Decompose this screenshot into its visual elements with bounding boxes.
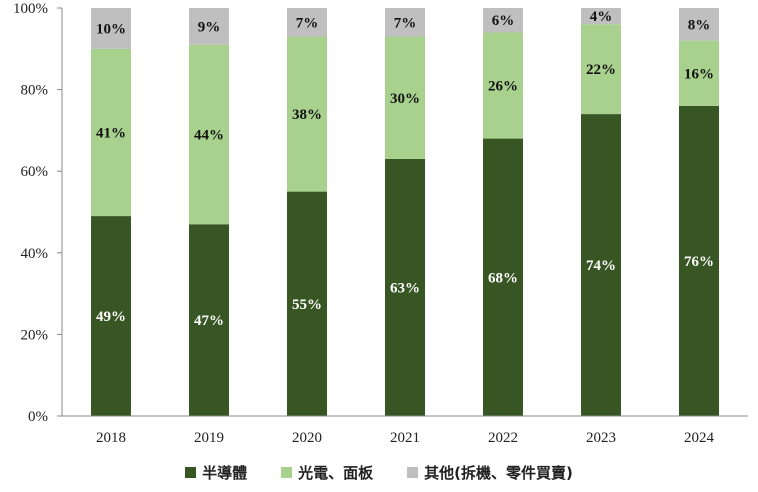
data-label: 49% bbox=[96, 309, 126, 325]
data-label: 76% bbox=[684, 254, 714, 270]
legend: 半導體 光電、面板 其他(拆機、零件買賣) bbox=[0, 462, 758, 483]
data-label: 10% bbox=[96, 21, 126, 37]
data-label: 41% bbox=[96, 125, 126, 141]
data-label: 30% bbox=[390, 91, 420, 107]
y-tick-label: 40% bbox=[21, 246, 49, 262]
legend-swatch-optoelectronics bbox=[281, 467, 293, 478]
data-label: 38% bbox=[292, 107, 322, 123]
data-label: 6% bbox=[492, 13, 515, 29]
bar-segment bbox=[679, 105, 719, 417]
bar-segment bbox=[385, 8, 425, 37]
y-tick-label: 20% bbox=[21, 327, 49, 343]
y-tick-label: 0% bbox=[28, 409, 48, 425]
bar-segment bbox=[287, 191, 327, 416]
data-label: 7% bbox=[296, 15, 319, 31]
data-label: 7% bbox=[394, 15, 417, 31]
bar-segment bbox=[581, 24, 621, 115]
data-label: 63% bbox=[390, 280, 420, 296]
data-label: 4% bbox=[590, 9, 613, 25]
legend-label-optoelectronics: 光電、面板 bbox=[298, 464, 374, 482]
legend-swatch-other bbox=[407, 467, 419, 478]
x-tick-label: 2023 bbox=[586, 430, 616, 446]
bar-segment bbox=[189, 8, 229, 45]
bar-segment bbox=[581, 8, 621, 25]
bar-segment bbox=[385, 36, 425, 159]
data-label: 9% bbox=[198, 19, 221, 35]
x-tick-label: 2019 bbox=[194, 430, 224, 446]
y-tick-label: 100% bbox=[13, 1, 48, 17]
bar-segment bbox=[679, 8, 719, 41]
data-label: 47% bbox=[194, 313, 224, 329]
bar-segment bbox=[91, 8, 131, 49]
legend-item-other: 其他(拆機、零件買賣) bbox=[407, 462, 573, 483]
bar-segment bbox=[385, 158, 425, 416]
x-tick-label: 2022 bbox=[488, 430, 518, 446]
bars: 49% 41% 10% 47% 44% 9% 55% 38% 7% 63% 30% 7% 68% 26% 6… bbox=[91, 8, 719, 417]
y-tick-label: 60% bbox=[21, 164, 49, 180]
x-tick-label: 2020 bbox=[292, 430, 322, 446]
legend-swatch-semiconductor bbox=[185, 467, 197, 478]
legend-label-other: 其他(拆機、零件買賣) bbox=[424, 464, 573, 482]
legend-label-semiconductor: 半導體 bbox=[202, 464, 248, 482]
bar-segment bbox=[483, 8, 523, 33]
legend-item-optoelectronics: 光電、面板 bbox=[281, 462, 373, 483]
data-label: 55% bbox=[292, 297, 322, 313]
data-label: 8% bbox=[688, 17, 711, 33]
bar-segment bbox=[679, 40, 719, 106]
x-tick-label: 2021 bbox=[390, 430, 420, 446]
x-tick-label: 2024 bbox=[684, 430, 715, 446]
bar-segment bbox=[287, 8, 327, 37]
stacked-bar-chart: 0% 20% 40% 60% 80% 100% 49% 41% 10% 47% 44% 9% 55% 3… bbox=[13, 1, 748, 446]
bar-segment bbox=[483, 138, 523, 416]
bar-segment bbox=[581, 114, 621, 416]
data-label: 26% bbox=[488, 79, 518, 95]
data-label: 16% bbox=[684, 66, 714, 82]
bar-segment bbox=[483, 32, 523, 139]
bar-segment bbox=[91, 48, 131, 217]
y-axis: 0% 20% 40% 60% 80% 100% bbox=[13, 1, 63, 425]
bar-segment bbox=[189, 224, 229, 416]
data-label: 68% bbox=[488, 270, 518, 286]
bar-segment bbox=[189, 44, 229, 225]
x-tick-label: 2018 bbox=[96, 430, 126, 446]
legend-item-semiconductor: 半導體 bbox=[185, 462, 247, 483]
bar-segment bbox=[287, 36, 327, 192]
y-tick-label: 80% bbox=[21, 83, 49, 99]
data-label: 22% bbox=[586, 62, 616, 78]
data-label: 44% bbox=[194, 127, 224, 143]
x-axis: 2018 2019 2020 2021 2022 2023 2024 bbox=[62, 415, 748, 446]
data-label: 74% bbox=[586, 258, 616, 274]
bar-segment bbox=[91, 216, 131, 416]
